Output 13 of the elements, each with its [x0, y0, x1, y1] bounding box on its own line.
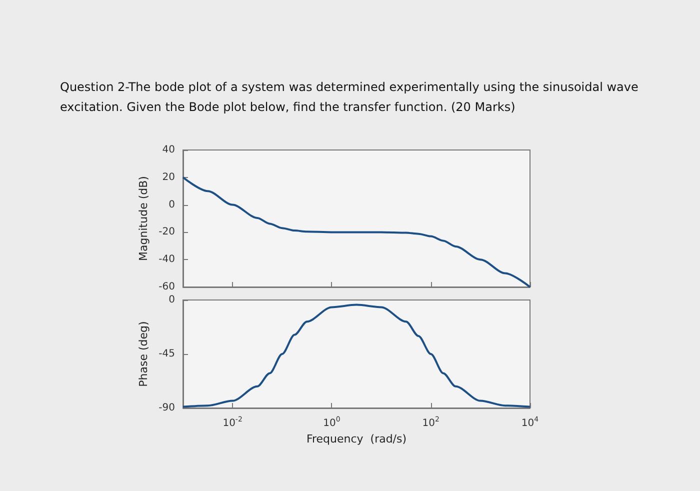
y-tick-label: 0	[168, 294, 175, 306]
y-axis-title: Magnitude (dB)	[137, 176, 150, 261]
y-tick-label: -40	[158, 254, 175, 266]
y-tick-label: -60	[158, 282, 175, 292]
y-tick-label: 40	[162, 144, 175, 156]
y-tick-label: -90	[158, 402, 175, 414]
x-axis-title: Frequency (rad/s)	[306, 432, 407, 446]
y-tick-label: 0	[168, 199, 175, 210]
y-tick-label: -45	[158, 348, 175, 360]
y-axis-title: Phase (deg)	[137, 321, 150, 387]
y-tick-label: -20	[158, 226, 175, 238]
chart-title: Question 2-The bode plot of a system was determined experimentally using the sinusoidal wave excitation. Given the Bode plot below, find the transfer function. (20 Marks)	[60, 80, 642, 114]
y-tick-label: 20	[162, 172, 175, 183]
